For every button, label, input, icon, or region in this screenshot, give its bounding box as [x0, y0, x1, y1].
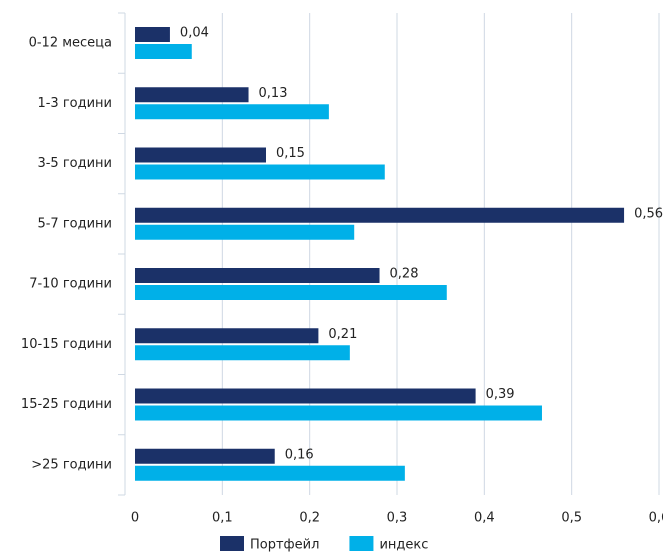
y-tick-label: 15-25 години	[21, 397, 112, 412]
y-tick-label: 10-15 години	[21, 337, 112, 352]
value-label: 0,15	[276, 146, 305, 161]
value-label: 0,16	[285, 447, 314, 462]
value-label: 0,39	[486, 387, 515, 402]
x-tick-label: 0,5	[561, 511, 582, 526]
x-tick-label: 0,3	[387, 511, 408, 526]
value-label: 0,04	[180, 26, 209, 41]
y-tick-label: 0-12 месеца	[29, 36, 112, 51]
bar	[135, 388, 476, 404]
y-tick-label: >25 години	[31, 457, 112, 472]
bar	[135, 147, 266, 163]
x-tick-label: 0,6	[649, 511, 663, 526]
bar	[135, 345, 350, 361]
bar	[135, 87, 249, 103]
bar	[135, 104, 329, 120]
value-label: 0,28	[390, 267, 419, 282]
y-tick-label: 7-10 години	[29, 277, 112, 292]
bar	[135, 164, 385, 180]
legend-label: Портфейл	[250, 538, 319, 553]
bar	[135, 465, 405, 481]
y-tick-label: 5-7 години	[37, 216, 112, 231]
bar	[135, 207, 625, 223]
x-tick-label: 0,1	[212, 511, 233, 526]
x-tick-label: 0,4	[474, 511, 495, 526]
y-tick-label: 1-3 години	[37, 96, 112, 111]
bar	[135, 328, 319, 344]
value-label: 0,21	[328, 327, 357, 342]
bar	[135, 27, 170, 42]
bar	[135, 44, 192, 59]
y-tick-label: 3-5 години	[37, 156, 112, 171]
x-tick-label: 0,2	[299, 511, 320, 526]
bar	[135, 285, 447, 300]
legend-label: индекс	[379, 538, 428, 553]
bar	[135, 268, 380, 283]
x-tick-label: 0	[131, 511, 139, 526]
legend-swatch	[349, 536, 374, 551]
value-label: 0,13	[259, 86, 288, 101]
bar	[135, 448, 275, 464]
bar	[135, 405, 542, 421]
bar	[135, 224, 355, 240]
value-label: 0,56	[634, 206, 663, 221]
legend-swatch	[220, 536, 244, 551]
